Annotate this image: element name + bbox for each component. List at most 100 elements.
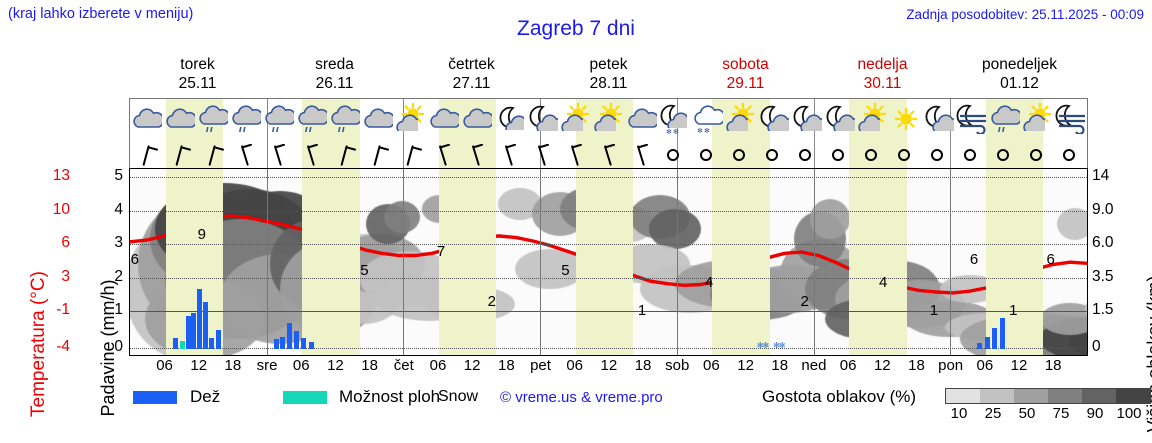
cloudheight-tick-1: 9.0 bbox=[1092, 200, 1114, 218]
rain-bar bbox=[173, 338, 179, 349]
moon-icon bbox=[493, 99, 526, 143]
horizontal-gridline bbox=[130, 311, 1087, 313]
temperature-tick-4: -1 bbox=[56, 301, 70, 319]
cloud-icon bbox=[163, 99, 196, 143]
rain-bar bbox=[992, 327, 998, 349]
day-separator bbox=[266, 99, 268, 168]
day-separator bbox=[540, 99, 542, 168]
day-date: 01.12 bbox=[1000, 75, 1039, 92]
x-tick-label: 12 bbox=[737, 357, 754, 374]
sun-cloud-icon bbox=[724, 99, 757, 143]
copyright-label: © vreme.us & vreme.pro bbox=[500, 389, 663, 406]
x-tick-label: 18 bbox=[361, 357, 378, 374]
wind-barb-icon bbox=[229, 143, 262, 168]
density-tick-label: 75 bbox=[1052, 405, 1070, 422]
snow-marker-icon: ✻✻ bbox=[773, 341, 785, 350]
shower-swatch bbox=[283, 391, 327, 404]
cloud-rain-icon bbox=[196, 99, 229, 143]
daylight-band bbox=[575, 99, 634, 168]
x-tick-label: 12 bbox=[1010, 357, 1028, 374]
wind-barb-icon bbox=[460, 143, 493, 168]
day-header-strip: torek 25.11 sreda 26.11 četrtek 27.11 petek 28.… bbox=[129, 55, 1088, 95]
cloudheight-tick-3: 3.5 bbox=[1092, 267, 1114, 285]
rain-bar bbox=[999, 317, 1005, 349]
precipitation-tick-3: 2 bbox=[114, 267, 123, 285]
x-tick-label: 18 bbox=[771, 357, 789, 374]
daylight-band bbox=[712, 169, 770, 355]
temperature-tick-5: -4 bbox=[56, 338, 70, 356]
calm-wind-icon bbox=[1021, 143, 1054, 168]
day-header-6: ponedeljek 01.12 bbox=[951, 55, 1088, 95]
rain-bar bbox=[984, 336, 990, 349]
day-separator bbox=[266, 169, 268, 355]
day-separator bbox=[676, 99, 678, 168]
cloud-rain-icon bbox=[295, 99, 328, 143]
x-tick-label: 12 bbox=[600, 357, 618, 374]
sun-cloud-icon bbox=[1021, 99, 1054, 143]
day-name: nedelja bbox=[857, 56, 908, 73]
cloudheight-tick-4: 1.5 bbox=[1092, 301, 1114, 319]
temperature-value-label: 1 bbox=[637, 301, 647, 319]
density-swatch-25 bbox=[980, 389, 1014, 403]
calm-wind-icon bbox=[658, 143, 691, 168]
calm-wind-icon bbox=[691, 143, 724, 168]
rain-bar bbox=[216, 329, 222, 349]
temperature-value-label: 4 bbox=[878, 273, 888, 291]
rain-bar bbox=[273, 338, 279, 349]
day-separator bbox=[950, 99, 952, 168]
cloud-icon bbox=[427, 99, 460, 143]
density-tick-label: 10 bbox=[950, 405, 968, 422]
calm-wind-icon bbox=[757, 143, 790, 168]
day-name: torek bbox=[180, 56, 215, 73]
day-header-4: sobota 29.11 bbox=[677, 55, 814, 95]
day-separator bbox=[540, 169, 542, 355]
horizontal-gridline bbox=[130, 348, 1087, 350]
cloud-rain-icon bbox=[988, 99, 1021, 143]
wind-barb-icon bbox=[394, 143, 427, 168]
x-tick-label: 18 bbox=[634, 357, 652, 374]
shower-bar bbox=[179, 340, 185, 349]
wind-barb-icon bbox=[163, 143, 196, 168]
shower-legend-label: Možnost ploh bbox=[339, 387, 441, 406]
cloudheight-tick-0: 14 bbox=[1092, 167, 1110, 185]
x-tick-label: 18 bbox=[224, 357, 242, 374]
cloudheight-tick-5: 0 bbox=[1092, 338, 1101, 356]
temperature-value-label: 2 bbox=[800, 293, 809, 311]
horizontal-gridline bbox=[130, 210, 1087, 212]
cloud-density-tick-labels: 10 25 50 75 90 100 bbox=[945, 405, 1152, 425]
rain-bar bbox=[293, 331, 299, 349]
daylight-band bbox=[438, 169, 497, 355]
wind-barb-row bbox=[130, 143, 1087, 168]
cloud-snow-icon: ✻ ✻ bbox=[691, 99, 724, 143]
x-tick-label: pon bbox=[938, 357, 964, 374]
day-header-5: nedelja 30.11 bbox=[814, 55, 951, 95]
x-tick-label: 12 bbox=[463, 357, 481, 374]
calm-wind-icon bbox=[1054, 143, 1087, 168]
wind-barb-icon bbox=[196, 143, 229, 168]
x-tick-label: 06 bbox=[839, 357, 857, 374]
wind-barb-icon bbox=[130, 143, 163, 168]
day-header-0: torek 25.11 bbox=[129, 55, 266, 95]
temperature-value-label: 5 bbox=[360, 262, 369, 280]
precipitation-tick-2: 3 bbox=[114, 234, 123, 252]
moon-cloud-icon bbox=[526, 99, 559, 143]
wind-barb-icon bbox=[295, 143, 328, 168]
sun-cloud-icon bbox=[592, 99, 625, 143]
temperature-axis-title: Temperatura (°C) bbox=[8, 168, 49, 417]
temperature-tick-0: 13 bbox=[52, 167, 70, 185]
density-swatch-10 bbox=[946, 389, 980, 403]
x-tick-label: 12 bbox=[873, 357, 891, 374]
wind-barb-icon bbox=[526, 143, 559, 168]
snow-legend-label: Snow bbox=[438, 388, 479, 405]
daylight-band bbox=[575, 169, 634, 355]
day-separator bbox=[676, 169, 678, 355]
sun-cloud-icon bbox=[559, 99, 592, 143]
cloud-density-gradient-bar bbox=[945, 388, 1151, 404]
rain-bar bbox=[209, 338, 215, 349]
cloud-density-legend-label: Gostota oblakov (%) bbox=[762, 387, 917, 406]
moon-cloud-icon bbox=[823, 99, 856, 143]
plot-overlay: 6 9 5 7 2 5 1 4 2 4 1 6 1 6 ✻✻ ✻✻ bbox=[130, 169, 1087, 355]
moon-snow-icon: ✻ ✻ bbox=[658, 99, 691, 143]
cloudheight-axis-title: Višina oblakov (km) bbox=[1122, 168, 1152, 433]
day-header-1: sreda 26.11 bbox=[266, 55, 403, 95]
